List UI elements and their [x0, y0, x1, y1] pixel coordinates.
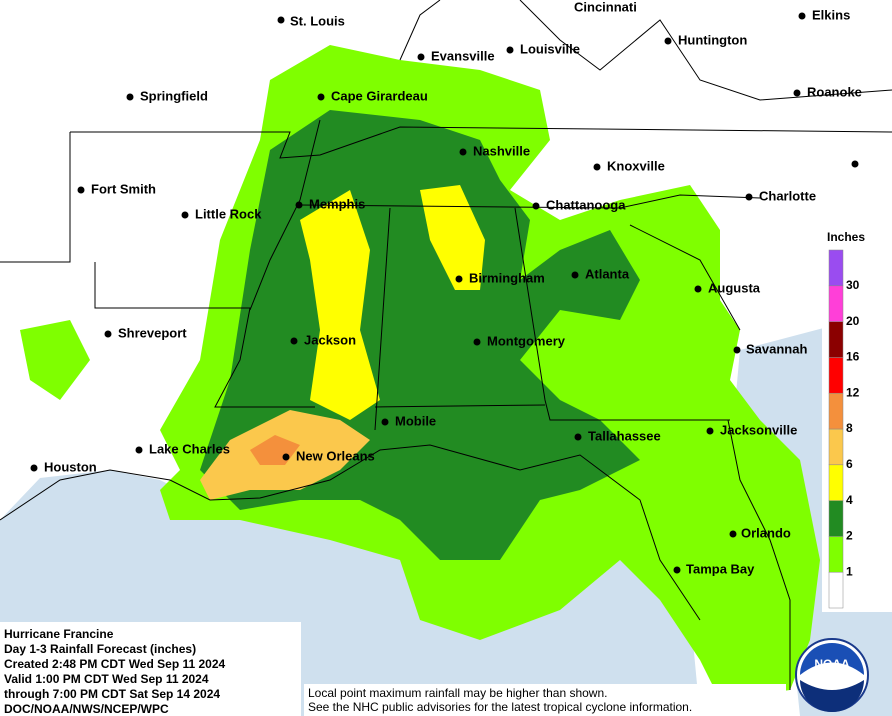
city-label: Huntington: [678, 32, 747, 47]
legend-label: 1: [846, 564, 853, 578]
legend-swatch: [828, 321, 844, 358]
city-label: Chattanooga: [546, 197, 626, 212]
city-label: New Orleans: [296, 448, 375, 463]
legend-swatch: [828, 249, 844, 287]
city-label: Jacksonville: [720, 422, 797, 437]
legend-swatch: [828, 500, 844, 537]
city-label: Montgomery: [487, 333, 566, 348]
city-label: Charlotte: [759, 188, 816, 203]
legend-swatch: [828, 285, 844, 322]
info-line: Hurricane Francine: [4, 627, 114, 641]
city-label: Elkins: [812, 7, 850, 22]
legend-label: 12: [846, 385, 860, 399]
city-label: Cincinnati: [574, 0, 637, 14]
legend-label: 30: [846, 278, 860, 292]
info-box: [0, 622, 301, 716]
legend-label: 8: [846, 421, 853, 435]
legend-label: 16: [846, 350, 860, 364]
legend-swatch: [828, 392, 844, 430]
city-label: Lake Charles: [149, 441, 230, 456]
info-line: Valid 1:00 PM CDT Wed Sep 11 2024: [4, 672, 209, 686]
city-label: Atlanta: [585, 266, 630, 281]
legend-swatch: [828, 464, 844, 501]
city-label: Augusta: [708, 280, 761, 295]
note: Local point maximum rainfall may be high…: [308, 686, 607, 700]
legend-label: 6: [846, 457, 853, 471]
city-label: Jackson: [304, 332, 356, 347]
city-label: Shreveport: [118, 325, 187, 340]
rain-4-6in: [300, 190, 380, 420]
city-labels: St. Louis Cincinnati Elkins Evansville L…: [44, 0, 862, 576]
info-line: DOC/NOAA/NWS/NCEP/WPC: [4, 702, 169, 716]
note-box: [304, 684, 786, 716]
city-label: Tampa Bay: [686, 561, 755, 576]
city-label: Birmingham: [469, 270, 545, 285]
city-label: St. Louis: [290, 13, 345, 28]
city-label: Nashville: [473, 143, 530, 158]
city-label: Savannah: [746, 341, 807, 356]
city-label: Houston: [44, 459, 97, 474]
city-label: Evansville: [431, 48, 495, 63]
legend-swatch: [828, 428, 844, 466]
legend-swatch: [828, 357, 844, 394]
legend-label: 4: [846, 493, 853, 507]
city-label: Roanoke: [807, 84, 862, 99]
info-line: Day 1-3 Rainfall Forecast (inches): [4, 642, 196, 656]
info-line: through 7:00 PM CDT Sat Sep 14 2024: [4, 687, 220, 701]
noaa-logo: NOAA: [795, 638, 869, 712]
legend-title: Inches: [827, 230, 865, 244]
legend-label: 2: [846, 529, 853, 543]
logo-text: NOAA: [814, 657, 850, 671]
rain-1-2in-west: [20, 320, 90, 400]
city-label: Knoxville: [607, 158, 665, 173]
city-label: Orlando: [741, 525, 791, 540]
legend-swatch: [828, 536, 844, 573]
state-borders: [0, 0, 892, 690]
city-dots: [30, 12, 859, 574]
rain-4-6in-al: [420, 185, 485, 290]
note: See the NHC public advisories for the la…: [308, 700, 692, 714]
city-label: Springfield: [140, 88, 208, 103]
city-label: Memphis: [309, 196, 365, 211]
city-label: Fort Smith: [91, 181, 156, 196]
city-label: Tallahassee: [588, 428, 661, 443]
legend-swatch: [828, 571, 844, 609]
legend-label: 20: [846, 314, 860, 328]
city-label: Little Rock: [195, 206, 262, 221]
city-label: Mobile: [395, 413, 436, 428]
city-label: Louisville: [520, 41, 580, 56]
city-label: Cape Girardeau: [331, 88, 428, 103]
info-line: Created 2:48 PM CDT Wed Sep 11 2024: [4, 657, 226, 671]
